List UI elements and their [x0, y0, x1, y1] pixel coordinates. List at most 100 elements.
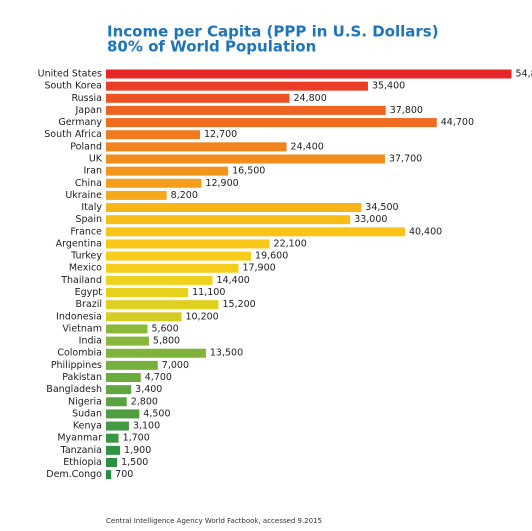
value-label: 44,700	[441, 117, 474, 128]
value-label: 12,700	[204, 129, 237, 140]
value-label: 7,000	[162, 360, 189, 371]
value-label: 12,900	[205, 178, 238, 189]
value-label: 34,500	[365, 202, 398, 213]
category-label: Japan	[75, 105, 103, 116]
bar	[106, 445, 121, 455]
value-label: 37,800	[390, 105, 423, 116]
bar	[106, 312, 182, 322]
bar	[106, 324, 148, 334]
category-label: France	[70, 226, 102, 237]
category-label: Colombia	[57, 348, 102, 359]
value-label: 8,200	[171, 190, 198, 201]
category-label: Indonesia	[56, 311, 102, 322]
category-label: Ukraine	[65, 190, 102, 201]
value-label: 24,800	[294, 93, 327, 104]
value-label: 10,200	[185, 311, 218, 322]
bar	[106, 203, 362, 213]
bar	[106, 69, 512, 79]
value-label: 1,700	[123, 433, 150, 444]
bar	[106, 300, 219, 310]
chart-title: Income per Capita (PPP in U.S. Dollars)	[107, 23, 439, 41]
bar	[106, 178, 202, 188]
value-label: 40,400	[409, 226, 442, 237]
category-label: South Africa	[44, 129, 102, 140]
bar	[106, 227, 405, 237]
bar	[106, 215, 351, 225]
bar	[106, 385, 132, 395]
category-label: Brazil	[75, 299, 102, 310]
category-label: Vietnam	[62, 323, 102, 334]
bar	[106, 288, 189, 298]
category-label: UK	[89, 153, 103, 164]
bar	[106, 154, 385, 164]
category-label: Thailand	[60, 275, 102, 286]
value-label: 14,400	[217, 275, 250, 286]
value-label: 1,500	[121, 457, 148, 468]
bar	[106, 190, 167, 200]
category-label: Dem.Congo	[46, 469, 102, 480]
category-label: Russia	[71, 93, 102, 104]
category-label: Sudan	[72, 408, 102, 419]
value-label: 19,600	[255, 251, 288, 262]
value-label: 33,000	[354, 214, 387, 225]
category-label: Bangladesh	[46, 384, 102, 395]
bar	[106, 105, 386, 115]
value-label: 3,400	[135, 384, 162, 395]
category-label: United States	[38, 69, 102, 80]
category-label: Iran	[83, 166, 102, 177]
category-label: Egypt	[75, 287, 103, 298]
bar	[106, 397, 127, 407]
bar	[106, 166, 229, 176]
bar	[106, 433, 119, 443]
value-label: 54,800	[516, 69, 532, 80]
category-label: China	[75, 178, 102, 189]
bar	[106, 336, 149, 346]
category-label: Mexico	[69, 263, 102, 274]
bar	[106, 239, 270, 249]
category-label: Philippines	[51, 360, 102, 371]
category-label: Kenya	[73, 421, 102, 432]
value-label: 16,500	[232, 166, 265, 177]
bar	[106, 142, 287, 152]
bar	[106, 275, 213, 285]
value-label: 17,900	[242, 263, 275, 274]
value-label: 11,100	[192, 287, 225, 298]
value-label: 2,800	[131, 396, 158, 407]
value-label: 4,500	[143, 408, 170, 419]
category-label: Pakistan	[62, 372, 102, 383]
category-label: Myanmar	[57, 433, 102, 444]
value-label: 13,500	[210, 348, 243, 359]
bar	[106, 251, 252, 261]
value-label: 700	[115, 469, 133, 480]
category-label: Argentina	[56, 238, 102, 249]
bar	[106, 409, 140, 419]
bar	[106, 130, 200, 140]
category-label: Poland	[70, 141, 102, 152]
chart-subtitle: 80% of World Population	[107, 38, 316, 56]
value-label: 35,400	[372, 81, 405, 92]
value-label: 5,600	[151, 323, 178, 334]
bar	[106, 118, 437, 128]
category-label: Germany	[58, 117, 102, 128]
category-label: South Korea	[44, 81, 102, 92]
category-label: Ethiopia	[63, 457, 102, 468]
category-label: Italy	[81, 202, 102, 213]
category-label: Turkey	[70, 251, 102, 262]
bar	[106, 470, 112, 480]
value-label: 4,700	[145, 372, 172, 383]
source-note: Central Intelligence Agency World Factbo…	[106, 517, 322, 525]
bar	[106, 93, 290, 103]
bar	[106, 373, 141, 382]
category-label: Nigeria	[68, 396, 102, 407]
bar	[106, 263, 239, 273]
value-label: 5,800	[153, 336, 180, 347]
value-label: 22,100	[274, 238, 307, 249]
value-label: 1,900	[124, 445, 151, 456]
category-label: Spain	[75, 214, 102, 225]
bar	[106, 360, 158, 370]
category-label: India	[79, 336, 102, 347]
bar	[106, 348, 206, 358]
value-label: 24,400	[291, 141, 324, 152]
value-label: 37,700	[389, 153, 422, 164]
